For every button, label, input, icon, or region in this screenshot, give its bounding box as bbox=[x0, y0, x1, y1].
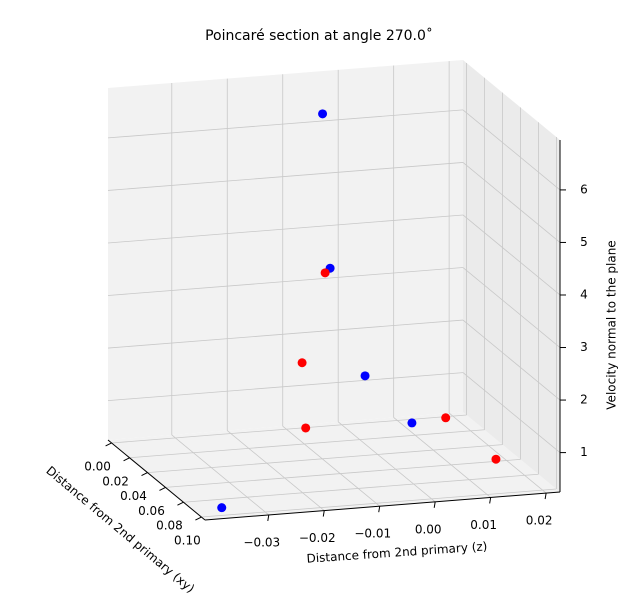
z-tick-label: 2 bbox=[580, 393, 588, 407]
point bbox=[491, 454, 501, 464]
grid-line bbox=[282, 425, 380, 507]
grid-line bbox=[462, 267, 561, 348]
point bbox=[320, 268, 330, 278]
chart-title: Poincaré section at angle 270.0˚ bbox=[205, 27, 433, 44]
tick-mark bbox=[267, 514, 270, 522]
tick-mark bbox=[123, 457, 130, 462]
grid-line bbox=[107, 109, 464, 139]
y-tick-label: −0.02 bbox=[299, 531, 336, 545]
y-tick-label: −0.01 bbox=[354, 527, 391, 541]
y-tick-label: 0.02 bbox=[526, 514, 553, 528]
grid-line bbox=[462, 214, 561, 296]
tick-mark bbox=[544, 493, 547, 500]
x-tick-label: 0.10 bbox=[174, 534, 201, 548]
point bbox=[318, 109, 328, 119]
z-tick-label: 4 bbox=[580, 287, 588, 301]
tick-mark bbox=[378, 506, 381, 513]
grid-line bbox=[107, 319, 464, 349]
grid-line bbox=[111, 414, 467, 444]
tick-mark bbox=[105, 442, 112, 447]
z-tick-label: 1 bbox=[580, 445, 588, 459]
x-tick-label: 0.00 bbox=[84, 459, 111, 473]
z-axis-label: Velocity normal to the plane bbox=[605, 240, 619, 409]
point bbox=[441, 413, 451, 423]
x-tick-label: 0.08 bbox=[156, 519, 183, 533]
tick-mark bbox=[141, 472, 148, 477]
tick-mark bbox=[433, 501, 436, 508]
y-tick-label: −0.03 bbox=[243, 535, 280, 549]
tick-mark bbox=[159, 486, 166, 491]
grid-line bbox=[462, 162, 561, 243]
grid-line bbox=[462, 372, 561, 453]
side-pane bbox=[463, 60, 560, 492]
floor-pane bbox=[108, 412, 560, 520]
grid-line bbox=[183, 473, 539, 503]
tick-mark bbox=[489, 497, 492, 504]
tick-mark bbox=[177, 501, 184, 506]
x-tick-label: 0.02 bbox=[102, 474, 129, 488]
tick-mark bbox=[322, 510, 325, 517]
point bbox=[217, 503, 227, 513]
grid-line bbox=[337, 421, 436, 503]
z-tick-label: 6 bbox=[580, 182, 588, 196]
y-tick-label: 0.00 bbox=[415, 522, 442, 536]
grid-line bbox=[129, 429, 485, 459]
grid-line bbox=[107, 162, 464, 191]
point bbox=[301, 423, 311, 433]
grid-line bbox=[107, 372, 464, 401]
grid-line bbox=[201, 488, 557, 518]
y-tick-label: 0.01 bbox=[470, 518, 497, 532]
z-tick-label: 3 bbox=[580, 340, 588, 354]
grid-line bbox=[107, 214, 464, 244]
grid-line bbox=[107, 267, 464, 296]
z-tick-label: 5 bbox=[580, 235, 588, 249]
grid-line bbox=[448, 412, 547, 494]
back-pane bbox=[108, 60, 463, 440]
y-axis-line bbox=[204, 491, 561, 521]
point bbox=[360, 371, 370, 381]
grid-line bbox=[227, 430, 325, 511]
grid-line bbox=[462, 319, 561, 401]
point bbox=[297, 358, 307, 368]
point bbox=[407, 418, 417, 428]
tick-mark bbox=[195, 516, 202, 521]
grid-line bbox=[393, 417, 491, 498]
grid-line bbox=[171, 434, 270, 516]
x-axis-line bbox=[107, 439, 206, 521]
grid-line bbox=[165, 459, 521, 488]
grid-line bbox=[462, 109, 561, 191]
x-tick-label: 0.04 bbox=[120, 489, 147, 503]
x-tick-label: 0.06 bbox=[138, 504, 165, 518]
grid-line bbox=[147, 444, 503, 473]
